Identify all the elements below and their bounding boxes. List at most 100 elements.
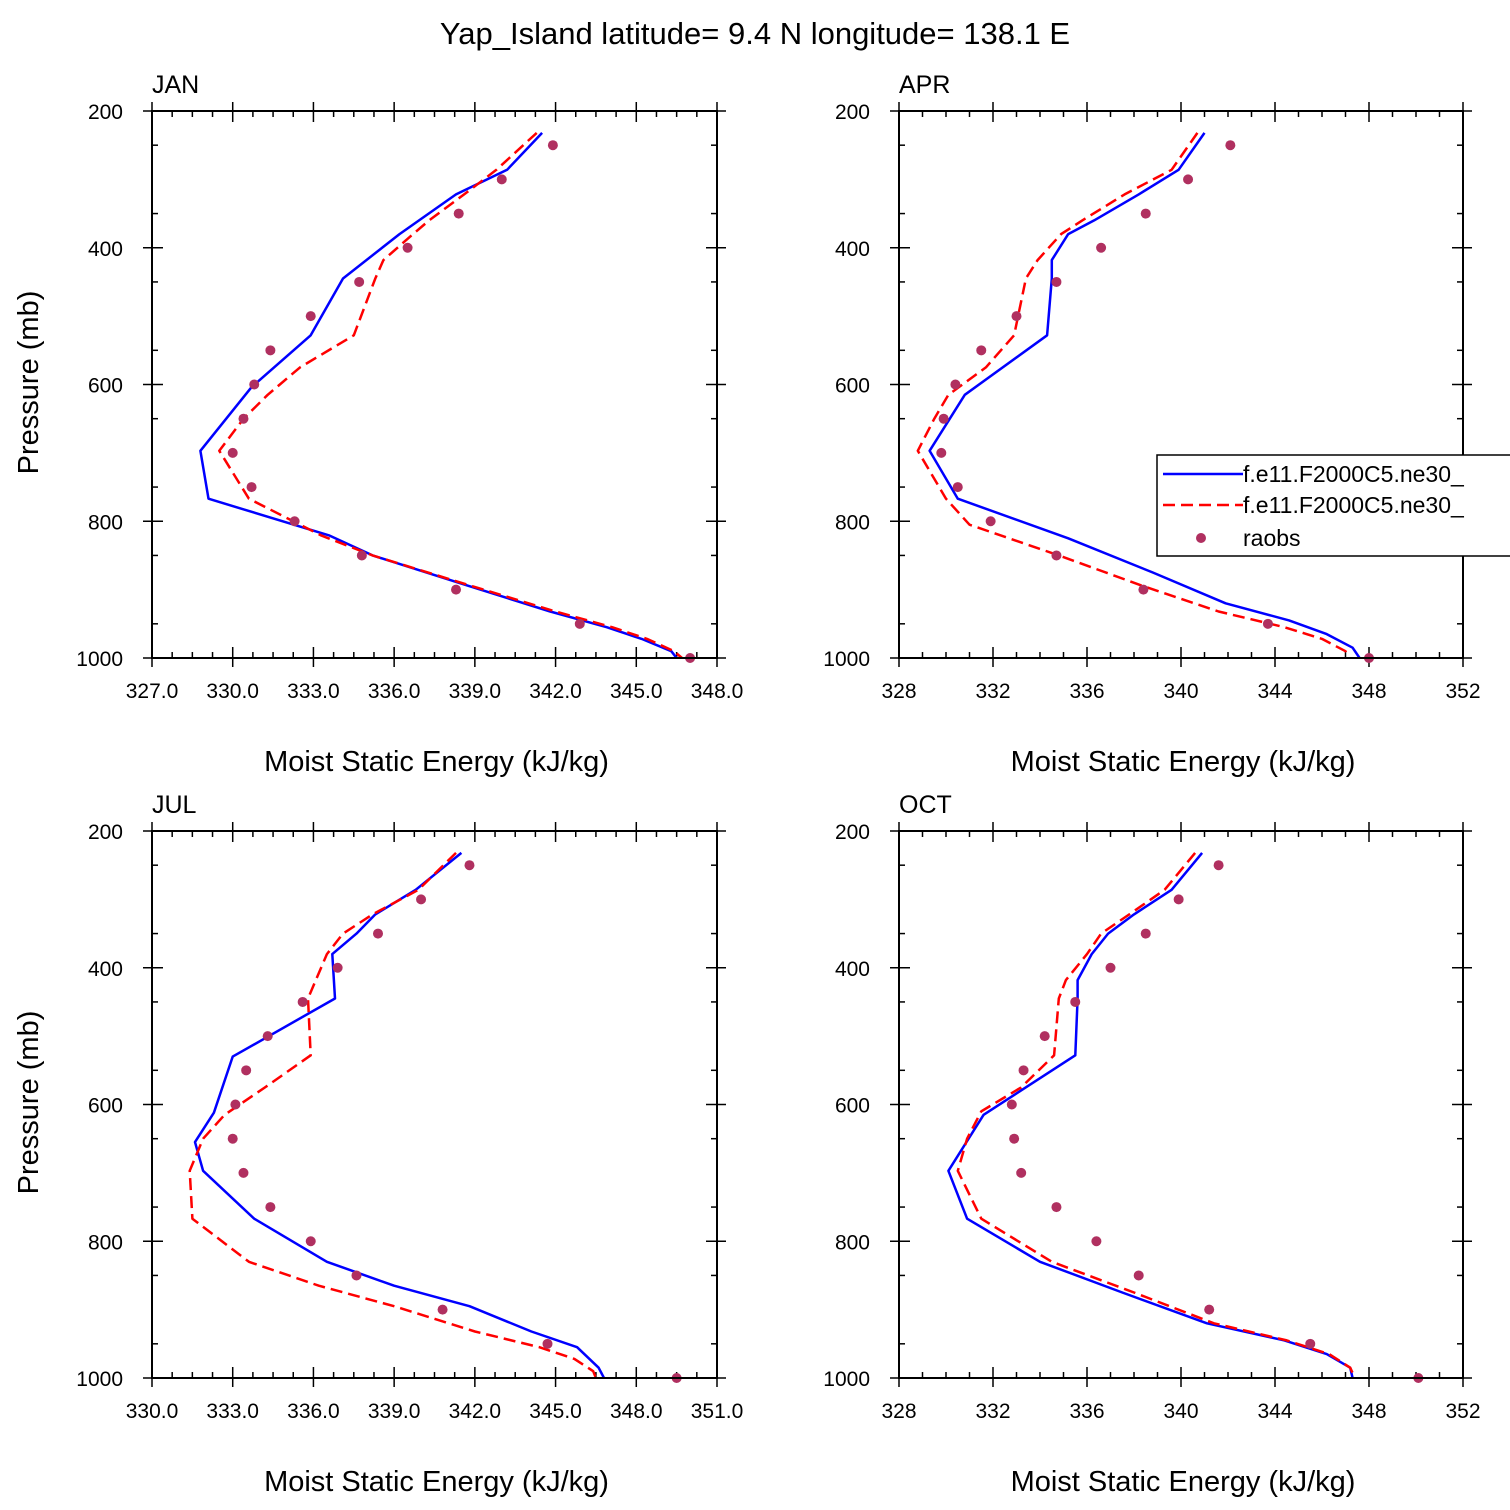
raobs-point [246,482,257,493]
x-tick-label: 328 [881,680,916,703]
panel-label: JAN [152,71,199,99]
raobs-point [464,860,475,871]
series-line-model1 [928,132,1361,659]
raobs-point [1173,894,1184,905]
raobs-point [332,962,343,973]
raobs-point [1096,242,1107,253]
y-tick-label: 200 [88,821,123,844]
raobs-point [238,413,249,424]
x-tick-label: 352 [1445,680,1480,703]
y-tick-label: 800 [88,511,123,534]
y-axis-label: Pressure (mb) [13,1011,45,1195]
raobs-point [265,1202,276,1213]
x-tick-label: 339.0 [368,1400,421,1423]
raobs-point [1051,276,1062,287]
legend: f.e11.F2000C5.ne30_ f.e11.F2000C5.ne30_ … [1156,454,1510,557]
series-line-model1 [193,851,606,1379]
raobs-point [976,345,987,356]
x-tick-label: 330.0 [206,680,259,703]
raobs-point [1138,584,1149,595]
y-tick-label: 600 [835,1095,870,1118]
x-tick-label: 348 [1351,680,1386,703]
raobs-point [451,584,462,595]
raobs-point [373,928,383,939]
raobs-point [453,208,464,219]
raobs-point [1105,962,1116,973]
panel-label: OCT [899,791,952,819]
x-tick-label: 348.0 [691,680,744,703]
y-tick-label: 1000 [823,1368,870,1391]
raobs-point [241,1065,252,1076]
x-tick-label: 342.0 [529,680,582,703]
x-tick-label: 333.0 [287,680,340,703]
raobs-point [1039,1031,1050,1042]
x-tick-label: 336.0 [368,680,421,703]
y-tick-label: 200 [835,821,870,844]
raobs-point [402,242,413,253]
raobs-point [230,1099,241,1110]
raobs-point [1006,1099,1017,1110]
raobs-point [1305,1338,1316,1349]
raobs-point [1213,860,1224,871]
x-tick-label: 328 [881,1400,916,1423]
series-line-model2 [956,852,1357,1379]
y-tick-label: 600 [88,375,123,398]
raobs-point [1016,1167,1027,1178]
raobs-point [227,1133,238,1144]
raobs-point [1051,550,1062,561]
x-tick-label: 336 [1069,680,1104,703]
y-tick-label: 1000 [76,1368,123,1391]
raobs-point [351,1270,362,1281]
x-tick-label: 332 [975,680,1010,703]
raobs-point [305,311,316,322]
raobs-point [297,996,308,1007]
x-tick-label: 348.0 [610,1400,663,1423]
x-tick-label: 352 [1445,1400,1480,1423]
series-line-model2 [916,132,1350,659]
y-tick-label: 400 [835,238,870,261]
plot-frame [898,110,1464,659]
raobs-point [1133,1270,1144,1281]
panel-label: APR [899,71,950,99]
raobs-point [289,516,300,527]
y-tick-label: 200 [835,101,870,124]
x-tick-label: 351.0 [691,1400,744,1423]
x-tick-label: 348 [1351,1400,1386,1423]
raobs-point [249,379,260,390]
panel-jul: JUL 330.0 333.0 336.0 339.0 342.0 345.0 348.0 35… [13,791,743,1498]
raobs-point [1011,311,1022,322]
raobs-point [1225,140,1236,151]
raobs-point [262,1031,273,1042]
legend-box [1156,454,1510,557]
raobs-point [985,516,996,527]
y-tick-label: 800 [835,1231,870,1254]
raobs-point [1140,208,1151,219]
y-tick-label: 800 [88,1231,123,1254]
legend-marker-raobs [1196,533,1206,543]
x-tick-label: 340 [1163,1400,1198,1423]
raobs-point [936,447,947,458]
y-tick-label: 600 [835,375,870,398]
panel-oct: OCT 328 332 336 340 344 348 352 200 400 600 800 1000… [823,791,1480,1498]
y-tick-label: 400 [88,958,123,981]
x-tick-label: 332 [975,1400,1010,1423]
y-tick-label: 1000 [823,648,870,671]
x-tick-label: 342.0 [449,1400,502,1423]
x-tick-label: 330.0 [126,1400,179,1423]
raobs-point [305,1236,316,1247]
raobs-point [1140,928,1151,939]
plot-frame [898,830,1464,1379]
raobs-point [1018,1065,1029,1076]
x-axis-label: Moist Static Energy (kJ/kg) [264,746,609,778]
legend-label-raobs: raobs [1243,525,1301,551]
x-tick-label: 344 [1257,680,1292,703]
legend-label-model2: f.e11.F2000C5.ne30_ [1243,492,1465,518]
raobs-point [1262,618,1273,629]
x-tick-label: 345.0 [529,1400,582,1423]
x-tick-label: 333.0 [206,1400,259,1423]
x-axis-label: Moist Static Energy (kJ/kg) [1011,1466,1356,1498]
raobs-point [547,140,558,151]
plot-frame [151,830,718,1379]
panel-label: JUL [152,791,197,819]
series-line-model1 [199,132,678,659]
